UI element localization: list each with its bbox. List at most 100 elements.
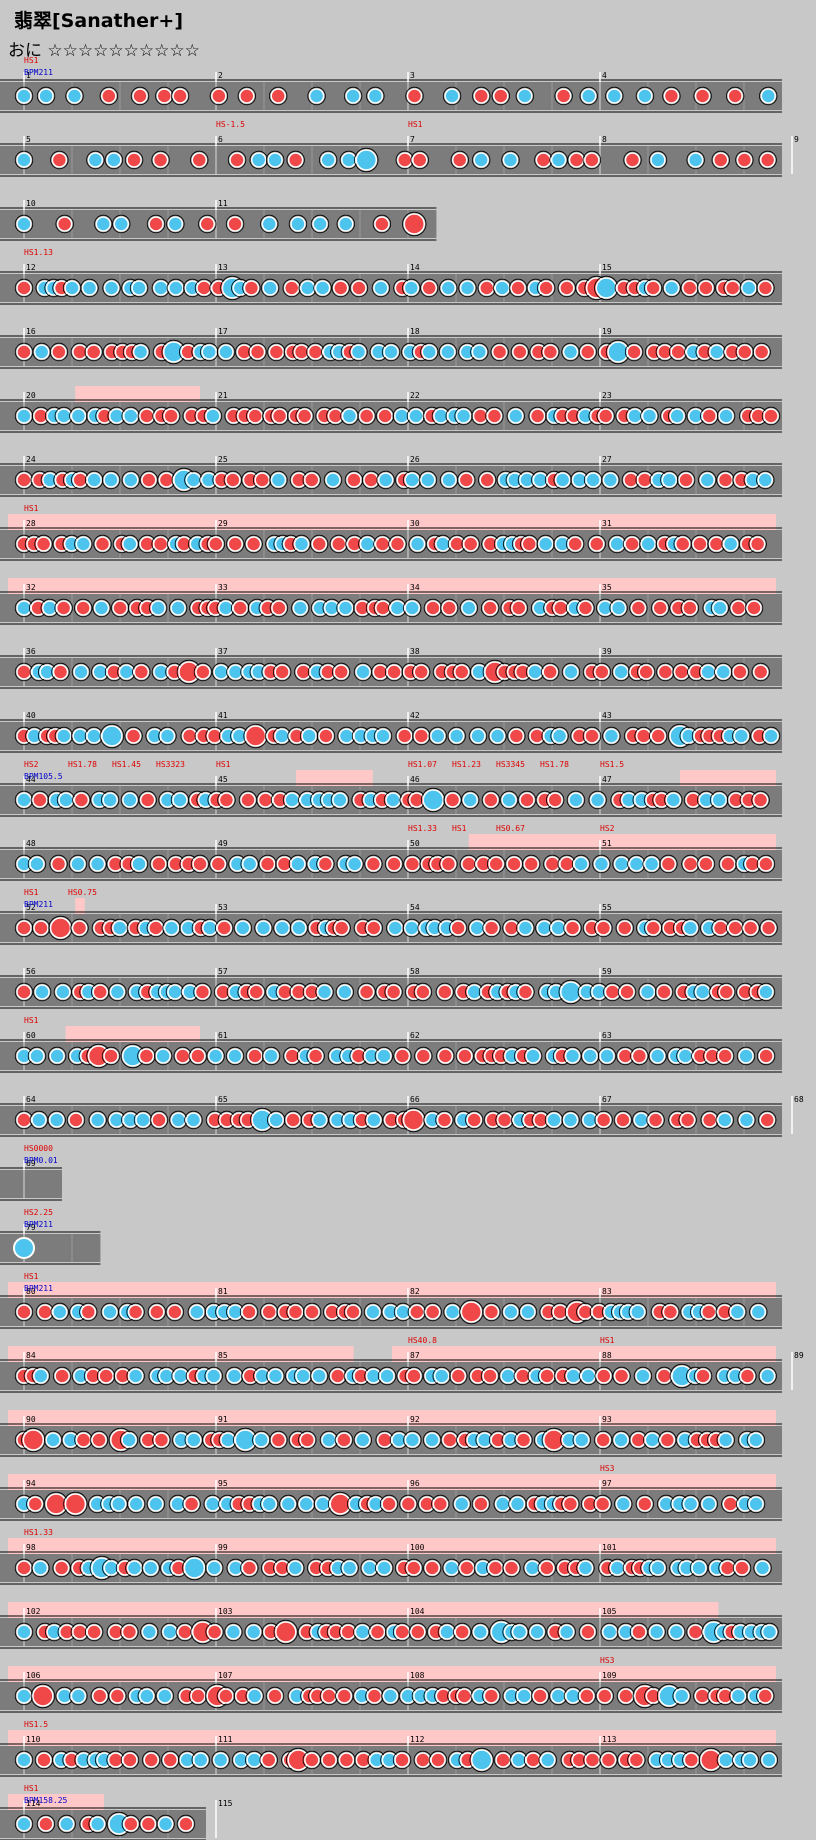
- ka-note: [308, 88, 325, 104]
- ka-note: [135, 1112, 151, 1128]
- ka-note: [261, 1496, 278, 1512]
- ka-note: [509, 1496, 526, 1512]
- don-note: [358, 984, 375, 1000]
- ka-note: [546, 1112, 562, 1128]
- don-note: [109, 1688, 126, 1704]
- measure-number: 23: [602, 391, 612, 400]
- don-note: [16, 1304, 32, 1320]
- chart-row-28: 114 115 HS1 BPM158.25: [0, 1784, 233, 1840]
- ka-note: [337, 600, 354, 616]
- don-note: [432, 1496, 449, 1512]
- don-note: [33, 920, 49, 936]
- ka-note: [316, 984, 333, 1000]
- ka-note: [635, 1368, 651, 1384]
- don-note: [285, 1112, 301, 1128]
- measure-number: 66: [410, 1095, 420, 1104]
- ka-note: [274, 728, 290, 744]
- don-note: [450, 1368, 467, 1384]
- ka-note: [345, 88, 361, 104]
- don-note: [409, 1304, 425, 1320]
- don-note: [495, 1752, 511, 1768]
- measure-number: 45: [218, 775, 228, 784]
- don-note: [459, 1560, 475, 1576]
- ka-note: [677, 1048, 694, 1064]
- don-note: [631, 1048, 648, 1064]
- don-note: [133, 664, 150, 680]
- chart-row-4: 12 13 14 15 HS1.13: [0, 248, 782, 305]
- scroll-speed-label: HS40.8: [408, 1336, 437, 1345]
- note-lane: [0, 210, 437, 238]
- don-note: [153, 1432, 170, 1448]
- don-note: [547, 792, 563, 808]
- ka-note: [577, 1560, 594, 1576]
- don-note: [114, 1368, 131, 1384]
- measure-number: 113: [602, 1735, 617, 1744]
- don-note: [101, 88, 117, 104]
- don-note: [346, 536, 363, 552]
- measure-number: 83: [602, 1287, 612, 1296]
- don-note: [16, 1112, 32, 1128]
- gogo-band: [8, 1474, 776, 1490]
- measure-number: 16: [26, 327, 36, 336]
- don-note: [50, 856, 67, 872]
- don-note: [174, 1048, 191, 1064]
- ka-note: [314, 280, 331, 296]
- don-note: [243, 280, 260, 296]
- ka-note: [376, 1048, 392, 1064]
- don-note: [275, 1621, 297, 1643]
- scroll-speed-label: HS3: [600, 1656, 615, 1665]
- note-lane: [0, 1170, 62, 1198]
- don-note: [544, 856, 561, 872]
- measure-number: 13: [218, 263, 228, 272]
- ka-note: [462, 792, 478, 808]
- don-note: [708, 536, 725, 552]
- chart-row-2: 5 6 7 8 9 HS-1.5 HS1: [0, 120, 799, 177]
- don-note: [55, 600, 72, 616]
- don-note: [350, 1048, 367, 1064]
- don-note: [32, 1685, 54, 1707]
- ka-note: [618, 1624, 634, 1640]
- ka-note: [459, 280, 476, 296]
- don-note: [584, 152, 600, 168]
- ka-note: [293, 536, 310, 552]
- ka-note: [16, 216, 32, 232]
- scroll-speed-label: HS3: [600, 1464, 615, 1473]
- chart-row-12: 44 45 46 47 HS2 HS1.78 BPM105.5 HS1.45 HS3323 HS1…: [0, 760, 782, 817]
- ka-note: [511, 1752, 527, 1768]
- don-note: [577, 600, 594, 616]
- ka-note: [162, 1624, 178, 1640]
- ka-note: [218, 344, 234, 360]
- ka-note: [29, 1048, 45, 1064]
- ka-note: [235, 920, 251, 936]
- don-note: [381, 1496, 397, 1512]
- don-note: [85, 1368, 101, 1384]
- ka-note: [168, 280, 184, 296]
- measure-number: 48: [26, 839, 36, 848]
- measure-number: 35: [602, 583, 612, 592]
- don-note: [123, 1816, 139, 1832]
- ka-note: [274, 920, 291, 936]
- bpm-change-label: BPM158.25: [24, 1796, 68, 1805]
- measure-number: 41: [218, 711, 228, 720]
- ka-note: [341, 1560, 358, 1576]
- ka-note: [126, 1560, 143, 1576]
- ka-note: [709, 344, 725, 360]
- ka-note: [329, 1112, 346, 1128]
- ka-note: [158, 1368, 175, 1384]
- don-note: [533, 1112, 549, 1128]
- measure-number: 92: [410, 1415, 420, 1424]
- don-note: [49, 917, 72, 939]
- ka-note: [299, 280, 316, 296]
- don-note: [51, 344, 67, 360]
- don-note: [377, 408, 393, 424]
- don-note: [318, 728, 334, 744]
- ka-note: [649, 1048, 666, 1064]
- measure-number: 115: [218, 1799, 233, 1808]
- ka-note: [62, 1432, 79, 1448]
- measure-number: 19: [602, 327, 612, 336]
- ka-note: [694, 984, 711, 1000]
- don-note: [27, 1496, 44, 1512]
- don-note: [757, 1688, 774, 1704]
- don-note: [56, 216, 73, 232]
